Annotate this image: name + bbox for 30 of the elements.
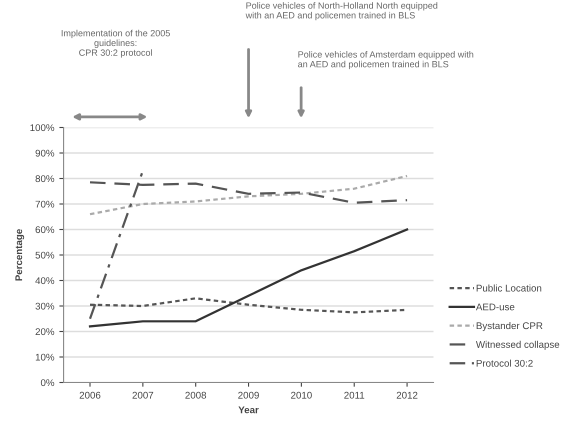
y-tick-label: 0%: [40, 379, 54, 386]
x-tick-label: 2011: [344, 392, 364, 399]
x-tick-label: 2009: [238, 392, 259, 399]
legend-label: Protocol 30:2: [476, 360, 533, 367]
y-tick-label: 90%: [36, 150, 54, 157]
x-tick-label: 2006: [80, 392, 100, 399]
x-tick-label: 2007: [132, 392, 154, 399]
text: Implementation of the 2005 guidelines: CPR 30:2 protocol: [62, 30, 170, 58]
y-tick-label: 10%: [36, 354, 54, 361]
y-tick-label: 40%: [35, 277, 54, 284]
legend-label: Bystander CPR: [476, 322, 542, 332]
x-tick-label: 2008: [185, 392, 206, 399]
text: Police vehicles of Amsterdam equipped with an AED and policemen trained in BLS: [298, 51, 474, 70]
legend-label: Witnessed collapse: [476, 340, 560, 350]
legend-label: AED-use: [476, 304, 514, 310]
y-tick-label: 30%: [35, 302, 54, 310]
y-tick-label: 20%: [36, 328, 54, 336]
line-series: [88, 228, 408, 328]
text: Police vehicles of North-Holland North equipped with an AED and policemen trained in BLS: [246, 2, 438, 20]
x-tick-label: 2010: [291, 392, 312, 399]
x-tick-label: 2012: [396, 392, 418, 399]
y-tick-label: 80%: [36, 175, 54, 182]
y-tick-label: 60%: [36, 226, 54, 234]
y-tick-label: 70%: [36, 200, 54, 208]
y-axis-title: Percentage: [15, 229, 24, 281]
legend-label: Public Location: [476, 284, 542, 292]
line-series: [88, 174, 408, 216]
y-tick-label: 100%: [30, 124, 54, 132]
y-tick-label: 50%: [35, 252, 54, 259]
x-axis-title: Year: [238, 406, 259, 414]
